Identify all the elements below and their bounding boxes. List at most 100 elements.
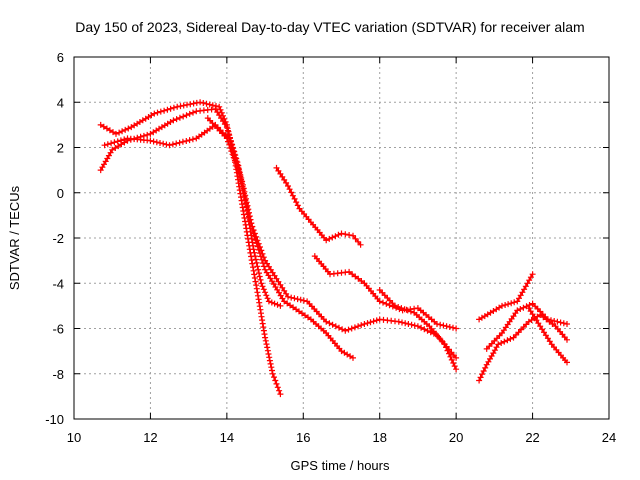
data-point (180, 113, 187, 120)
data-point (255, 240, 262, 247)
data-point (339, 326, 346, 333)
x-tick-label: 22 (525, 430, 539, 445)
data-point (262, 334, 269, 341)
y-axis-label: SDTVAR / TECUs (7, 185, 22, 290)
data-point (517, 306, 524, 312)
x-tick-label: 18 (372, 430, 386, 445)
data-point (414, 323, 421, 330)
data-point (564, 321, 570, 327)
data-point (247, 249, 254, 256)
data-point (399, 319, 405, 326)
data-point (104, 141, 111, 148)
data-point (411, 322, 418, 329)
data-point (258, 247, 265, 254)
data-point (269, 367, 275, 374)
data-point (444, 347, 451, 354)
data-point (233, 160, 239, 167)
data-point (502, 302, 509, 308)
data-point (277, 302, 284, 309)
data-point (186, 110, 193, 117)
data-point (244, 206, 251, 213)
data-point (213, 103, 219, 109)
data-point (358, 322, 365, 329)
data-point (256, 273, 263, 280)
data-point (348, 325, 355, 332)
x-tick-label: 20 (449, 430, 463, 445)
data-point (234, 164, 241, 170)
data-point (264, 260, 270, 267)
data-point (511, 299, 518, 306)
x-tick-label: 10 (67, 430, 81, 445)
data-point (364, 320, 371, 327)
data-point (326, 235, 333, 242)
data-point (113, 130, 119, 137)
data-point (346, 268, 353, 275)
data-point (560, 320, 567, 327)
data-point (499, 302, 505, 309)
data-point (236, 173, 243, 180)
data-point (242, 197, 249, 203)
data-point (265, 298, 272, 305)
data-point (236, 170, 243, 177)
data-point (332, 323, 339, 330)
data-point (259, 250, 266, 257)
plot-frame (73, 56, 610, 420)
data-point (529, 271, 536, 278)
data-point (271, 300, 278, 307)
data-point (224, 125, 231, 132)
data-point (166, 142, 173, 149)
data-point (283, 179, 290, 186)
data-point (187, 101, 194, 108)
data-point (218, 109, 225, 116)
data-point (407, 308, 414, 315)
data-point (229, 151, 236, 158)
data-point (268, 299, 275, 306)
data-point (184, 101, 190, 108)
data-point (200, 100, 207, 106)
data-point (361, 321, 368, 327)
data-point (498, 340, 505, 346)
data-point (477, 374, 484, 381)
data-point (170, 117, 177, 124)
data-point (189, 136, 196, 143)
y-tick-label: 6 (57, 50, 64, 65)
data-point (350, 232, 356, 239)
series-arc-3 (101, 121, 356, 361)
data-point (482, 364, 489, 371)
data-point (554, 318, 561, 325)
data-point (116, 129, 123, 136)
data-point (169, 141, 176, 148)
data-point (401, 306, 408, 313)
data-point (122, 126, 129, 133)
data-point (297, 296, 304, 303)
data-point (157, 108, 164, 115)
data-point (260, 254, 267, 261)
data-point (323, 237, 330, 244)
data-point (225, 128, 232, 135)
data-point (180, 102, 187, 109)
chart-title: Day 150 of 2023, Sidereal Day-to-day VTE… (75, 19, 584, 35)
data-point (265, 351, 272, 357)
data-point (253, 259, 260, 266)
data-point (398, 305, 405, 312)
data-point (223, 135, 230, 142)
data-point (252, 278, 259, 285)
data-point (335, 231, 342, 238)
data-point (268, 364, 275, 371)
data-point (548, 317, 554, 324)
data-point (174, 103, 181, 110)
data-point (230, 154, 237, 161)
data-point (288, 294, 295, 301)
y-tick-labels: -10 -8 -6 -4 -2 0 2 4 6 (45, 50, 64, 427)
data-point (258, 280, 265, 287)
data-point (526, 302, 533, 308)
data-point (157, 140, 163, 146)
data-point (274, 301, 281, 308)
data-point (267, 360, 274, 367)
data-point (183, 112, 190, 119)
data-point (285, 183, 291, 189)
x-tick-label: 16 (296, 430, 310, 445)
data-point (332, 233, 339, 240)
data-point (544, 316, 551, 323)
data-point (228, 148, 235, 155)
